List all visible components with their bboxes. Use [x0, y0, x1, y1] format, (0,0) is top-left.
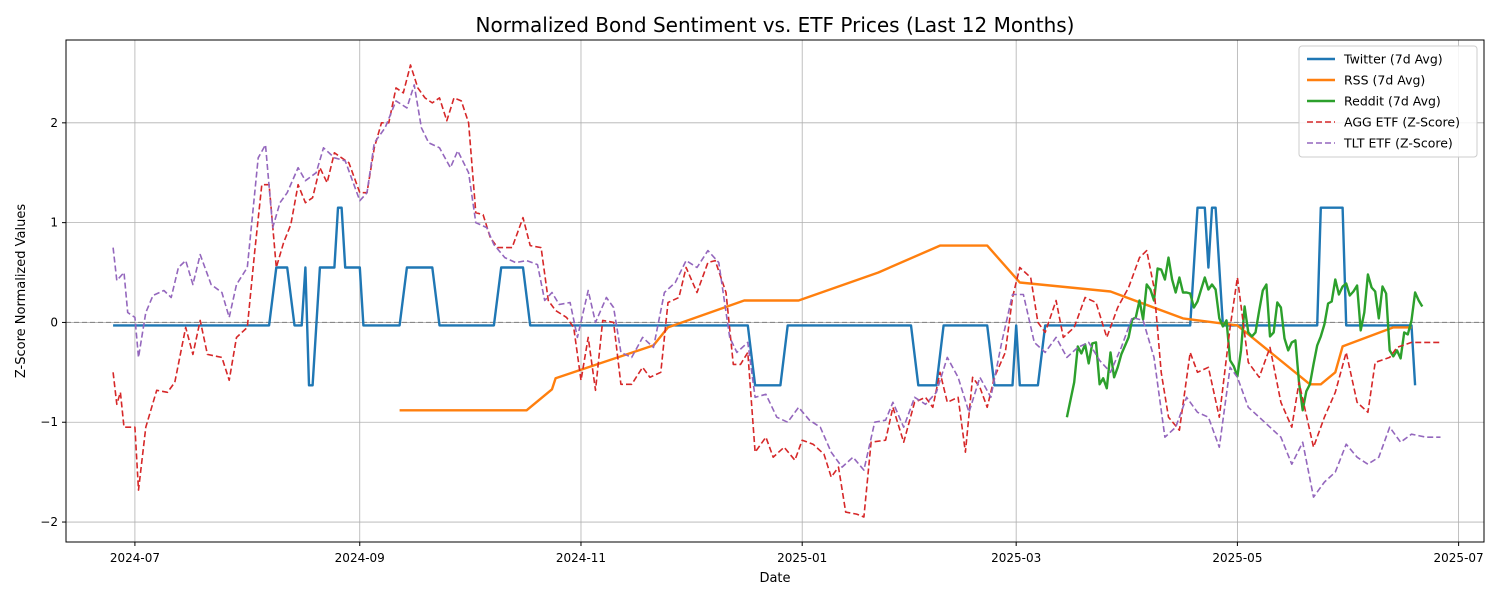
agg-etf-z-score-line [112, 64, 1441, 518]
y-tick-label: 2 [50, 116, 58, 130]
legend: Twitter (7d Avg) RSS (7d Avg) Reddit (7d A… [1298, 45, 1478, 158]
legend-label-reddit-7d-avg: Reddit (7d Avg) [1344, 94, 1441, 109]
series-group [112, 64, 1441, 518]
legend-label-twitter-7d-avg: Twitter (7d Avg) [1343, 52, 1443, 67]
x-tick-label: 2025-03 [991, 551, 1041, 565]
y-tick-label: 1 [50, 216, 58, 230]
y-tick-label: −2 [40, 515, 58, 529]
tlt-etf-z-score-line [112, 84, 1441, 498]
plot-frame [65, 39, 1485, 543]
legend-label-agg-etf-z-score: AGG ETF (Z-Score) [1344, 115, 1460, 130]
x-tick-label: 2024-09 [335, 551, 385, 565]
twitter-7d-avg-line [113, 206, 1417, 387]
x-tick-label: 2025-07 [1434, 551, 1484, 565]
y-axis-label: Z-Score Normalized Values [14, 204, 29, 378]
ticks: 2024-07 2024-09 2024-11 2025-01 2025-03 2025-… [40, 116, 1483, 565]
legend-label-rss-7d-avg: RSS (7d Avg) [1344, 73, 1425, 88]
x-tick-label: 2024-11 [556, 551, 606, 565]
y-tick-label: 0 [50, 315, 58, 329]
legend-box [1298, 45, 1478, 158]
x-tick-label: 2024-07 [110, 551, 160, 565]
y-tick-label: −1 [40, 415, 58, 429]
chart-title: Normalized Bond Sentiment vs. ETF Prices… [476, 13, 1075, 37]
x-axis-label: Date [759, 571, 790, 586]
x-tick-label: 2025-01 [777, 551, 827, 565]
legend-label-tlt-etf-z-score: TLT ETF (Z-Score) [1343, 136, 1453, 151]
rss-7d-avg-line [399, 244, 1412, 412]
x-tick-label: 2025-05 [1212, 551, 1262, 565]
